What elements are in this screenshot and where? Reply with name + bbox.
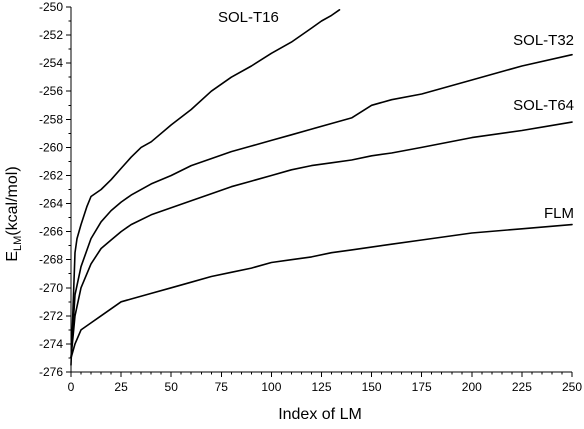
x-tick-label: 125 bbox=[311, 380, 331, 394]
y-tick-label: -274 bbox=[39, 337, 63, 351]
series-line-flm bbox=[70, 223, 573, 359]
x-tick-label: 75 bbox=[215, 380, 229, 394]
y-axis-title-unit: (kcal/mol) bbox=[4, 166, 21, 235]
series-lines bbox=[70, 9, 573, 366]
y-axis-title-subscript: LM bbox=[12, 236, 24, 251]
y-tick-label: -266 bbox=[39, 225, 63, 239]
y-tick-label: -260 bbox=[39, 140, 63, 154]
series-line-sol-t16 bbox=[70, 9, 341, 366]
y-tick-label: -252 bbox=[39, 28, 63, 42]
x-tick-label: 25 bbox=[114, 380, 128, 394]
y-ticks: -276 -274 -272 -270 -268 -266 -264 -262 -260 -258… bbox=[39, 0, 71, 379]
y-tick-label: -270 bbox=[39, 281, 63, 295]
x-tick-label: 225 bbox=[512, 380, 532, 394]
y-tick-label: -268 bbox=[39, 253, 63, 267]
y-tick-label: -272 bbox=[39, 309, 63, 323]
y-tick-label: -254 bbox=[39, 56, 63, 70]
x-ticks: 0 25 50 75 100 125 150 175 200 225 250 bbox=[68, 372, 582, 394]
x-tick-label: 50 bbox=[165, 380, 179, 394]
x-tick-label: 250 bbox=[562, 380, 582, 394]
y-axis-title: ELM(kcal/mol) bbox=[4, 166, 24, 261]
axes: 0 25 50 75 100 125 150 175 200 225 250 -276-274-27… bbox=[39, 0, 582, 394]
x-tick-label: 0 bbox=[68, 380, 75, 394]
series-line-sol-t64 bbox=[70, 121, 573, 359]
y-tick-label: -258 bbox=[39, 112, 63, 126]
series-label-sol-t16: SOL-T16 bbox=[218, 9, 279, 26]
y-tick-label: -262 bbox=[39, 168, 63, 182]
series-label-flm: FLM bbox=[544, 205, 574, 222]
y-tick-label: -264 bbox=[39, 197, 63, 211]
y-tick-label: -256 bbox=[39, 84, 63, 98]
x-axis-title: Index of LM bbox=[278, 406, 362, 423]
series-label-sol-t32: SOL-T32 bbox=[513, 32, 574, 49]
y-tick-label: -250 bbox=[39, 0, 63, 14]
x-tick-label: 150 bbox=[362, 380, 382, 394]
series-line-sol-t32 bbox=[70, 53, 573, 359]
y-tick-label: -276 bbox=[39, 365, 63, 379]
x-tick-label: 175 bbox=[412, 380, 432, 394]
series-label-sol-t64: SOL-T64 bbox=[513, 97, 574, 114]
x-tick-label: 200 bbox=[462, 380, 482, 394]
y-axis-title-main: E bbox=[4, 251, 21, 262]
x-tick-label: 100 bbox=[261, 380, 281, 394]
series-labels: SOL-T16 SOL-T32 SOL-T64 FLM bbox=[218, 9, 574, 222]
